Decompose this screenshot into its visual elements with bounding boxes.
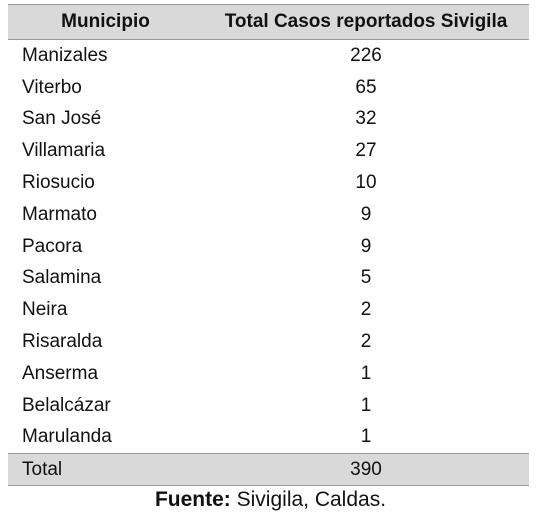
municipio-cell: Risaralda (22, 331, 103, 353)
municipio-cell: Anserma (22, 362, 99, 384)
table-row: San José 32 (8, 104, 529, 136)
table-row: Villamaria 27 (8, 135, 529, 167)
table-footer: Total 390 (8, 453, 529, 487)
table-row: Anserma 1 (8, 358, 529, 390)
total-value: 390 (203, 453, 529, 487)
municipio-cell: Manizales (22, 44, 108, 66)
table-row: Salamina 5 (8, 263, 529, 295)
total-cell: 32 (355, 108, 377, 130)
municipio-cell: Neira (22, 299, 68, 321)
cases-table-container: Municipio Total Casos reportados Sivigil… (8, 4, 529, 487)
total-cell: 5 (360, 267, 372, 289)
cases-table: Municipio Total Casos reportados Sivigil… (8, 4, 529, 487)
municipio-cell: San José (22, 108, 102, 130)
total-row: Total 390 (8, 453, 529, 487)
table-row: Marmato 9 (8, 199, 529, 231)
table-row: Riosucio 10 (8, 167, 529, 199)
table-row: Marulanda 1 (8, 422, 529, 454)
table-row: Manizales 226 (8, 40, 529, 72)
municipio-cell: Salamina (22, 267, 102, 289)
header-row: Municipio Total Casos reportados Sivigil… (8, 4, 529, 40)
municipio-cell: Pacora (22, 235, 83, 257)
total-cell: 27 (355, 140, 377, 162)
total-cell: 2 (360, 331, 372, 353)
municipio-cell: Belalcázar (22, 394, 111, 416)
municipio-cell: Marmato (22, 203, 97, 225)
total-cell: 9 (360, 203, 372, 225)
table-row: Pacora 9 (8, 231, 529, 263)
table-header: Municipio Total Casos reportados Sivigil… (8, 4, 529, 40)
header-total: Total Casos reportados Sivigila (203, 4, 529, 40)
total-cell: 226 (350, 44, 382, 66)
municipio-cell: Riosucio (22, 172, 95, 194)
total-cell: 1 (360, 394, 372, 416)
municipio-cell: Villamaria (22, 140, 106, 162)
header-municipio: Municipio (8, 4, 203, 40)
total-cell: 10 (355, 172, 377, 194)
total-cell: 9 (360, 235, 372, 257)
table-row: Risaralda 2 (8, 326, 529, 358)
total-cell: 2 (360, 299, 372, 321)
total-cell: 1 (360, 362, 372, 384)
total-label: Total (8, 453, 203, 487)
total-cell: 1 (360, 426, 372, 448)
table-row: Belalcázar 1 (8, 390, 529, 422)
total-cell: 65 (355, 76, 377, 98)
municipio-cell: Viterbo (22, 76, 82, 98)
municipio-cell: Marulanda (22, 426, 112, 448)
source-text: Sivigila, Caldas. (230, 488, 387, 511)
table-row: Neira 2 (8, 294, 529, 326)
table-body: Manizales 226 Viterbo 65 San José 32 Villamari… (8, 40, 529, 454)
source-label: Fuente: (154, 488, 231, 511)
source-caption: Fuente: Sivigila, Caldas. (0, 488, 541, 512)
table-row: Viterbo 65 (8, 72, 529, 104)
